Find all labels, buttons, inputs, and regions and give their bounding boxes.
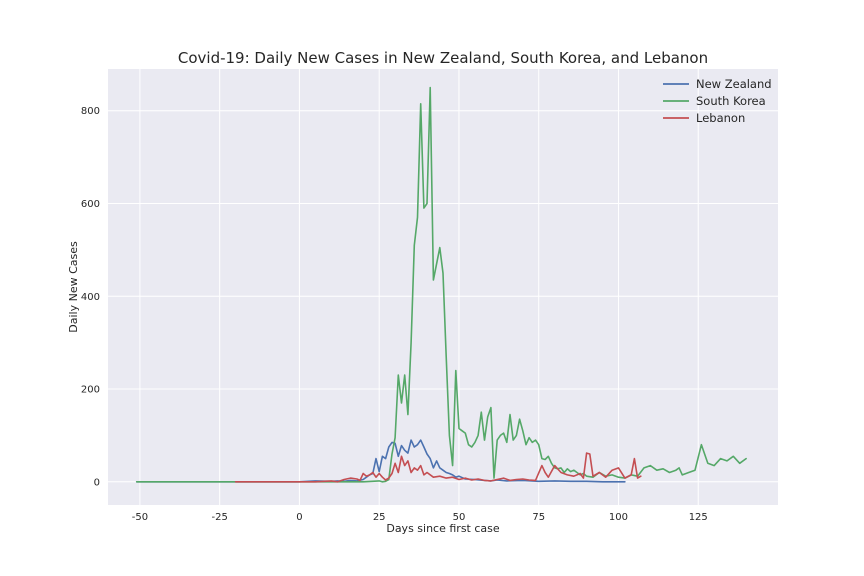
x-tick-label: 0 xyxy=(296,512,302,523)
x-tick-label: 75 xyxy=(532,512,545,523)
y-tick-label: 400 xyxy=(81,292,100,303)
series-line-south-korea xyxy=(135,86,747,483)
x-tick-label: -25 xyxy=(211,512,227,523)
x-tick-label: 125 xyxy=(689,512,708,523)
legend-label-south-korea: South Korea xyxy=(696,94,766,108)
tick-labels: -50 -25 0 25 50 75 100 125 0 200 400 600 800 xyxy=(81,106,708,523)
x-tick-label: 50 xyxy=(453,512,466,523)
series-lines xyxy=(135,86,747,483)
legend-label-lebanon: Lebanon xyxy=(696,111,745,125)
x-tick-label: -50 xyxy=(132,512,148,523)
series-line-lebanon xyxy=(234,452,642,483)
y-tick-label: 600 xyxy=(81,199,100,210)
legend: New Zealand South Korea Lebanon xyxy=(663,77,772,125)
x-tick-label: 100 xyxy=(609,512,628,523)
series-line-new-zealand xyxy=(135,439,626,483)
chart-title: Covid-19: Daily New Cases in New Zealand… xyxy=(178,49,708,67)
y-tick-label: 800 xyxy=(81,106,100,117)
x-tick-label: 25 xyxy=(373,512,386,523)
y-tick-label: 200 xyxy=(81,385,100,396)
y-axis-label: Daily New Cases xyxy=(67,241,80,333)
legend-label-new-zealand: New Zealand xyxy=(696,77,772,91)
y-tick-label: 0 xyxy=(94,477,100,488)
x-axis-label: Days since first case xyxy=(386,522,500,535)
